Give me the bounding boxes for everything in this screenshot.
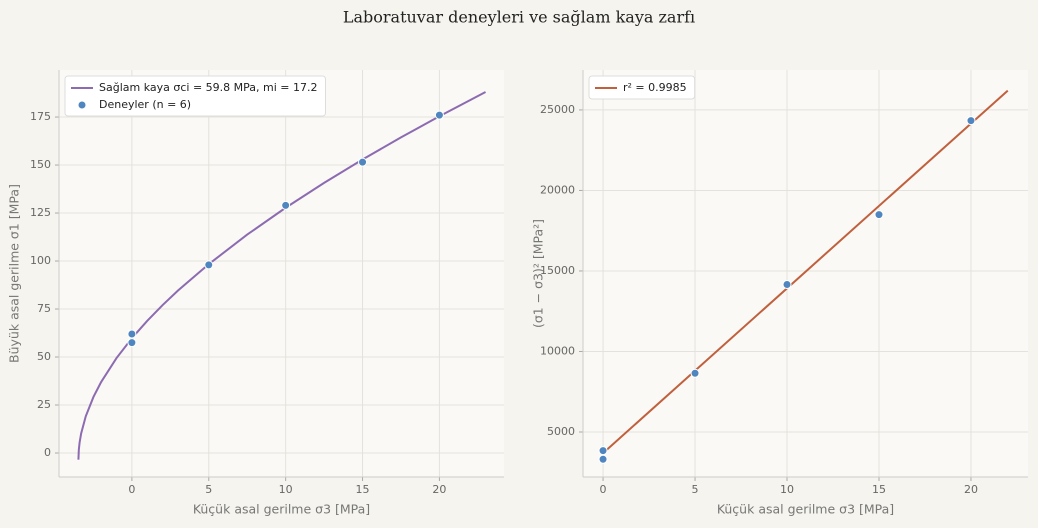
data-point — [598, 446, 608, 456]
chart-title: Laboratuvar deneyleri ve sağlam kaya zar… — [343, 8, 695, 27]
x-axis-label: Küçük asal gerilme σ3 [MPa] — [193, 502, 370, 517]
data-point — [127, 338, 137, 348]
x-tick-label: 20 — [964, 483, 978, 496]
plot-area — [59, 70, 504, 477]
y-tick-label: 20000 — [540, 183, 575, 196]
legend-box — [64, 75, 326, 117]
x-tick-label: 5 — [692, 483, 699, 496]
x-tick-label: 0 — [128, 483, 135, 496]
y-tick-label: 10000 — [540, 344, 575, 357]
curve — [77, 91, 487, 460]
y-axis-label: Büyük asal gerilme σ1 [MPa] — [7, 184, 22, 363]
data-point — [690, 368, 700, 378]
data-point — [434, 110, 444, 120]
legend-label: Sağlam kaya σci = 59.8 MPa, mi = 17.2 — [99, 81, 318, 94]
y-tick-label: 50 — [37, 350, 51, 363]
y-tick-label: 175 — [30, 110, 51, 123]
legend: Sağlam kaya σci = 59.8 MPa, mi = 17.2 Den… — [64, 75, 326, 117]
legend: r² = 0.9985 — [588, 75, 696, 100]
y-tick-label: 15000 — [540, 264, 575, 277]
legend-box — [588, 75, 696, 100]
x-tick-label: 15 — [356, 483, 370, 496]
data-point — [358, 157, 368, 167]
x-axis-label: Küçük asal gerilme σ3 [MPa] — [717, 502, 894, 517]
legend-label: r² = 0.9985 — [623, 81, 687, 94]
y-tick-label: 150 — [30, 158, 51, 171]
data-point — [782, 279, 792, 289]
y-tick-label: 25000 — [540, 103, 575, 116]
x-tick-label: 0 — [600, 483, 607, 496]
y-tick-label: 125 — [30, 206, 51, 219]
legend-label: Deneyler (n = 6) — [99, 98, 191, 111]
legend-swatch — [78, 101, 86, 109]
y-axis-label: (σ1 − σ3)² [MPa²] — [531, 219, 546, 328]
data-point — [281, 200, 291, 210]
x-tick-label: 10 — [780, 483, 794, 496]
data-point — [204, 260, 214, 270]
data-point — [598, 454, 608, 464]
data-point — [127, 329, 137, 339]
data-point — [874, 210, 884, 220]
x-tick-label: 5 — [205, 483, 212, 496]
x-tick-label: 10 — [279, 483, 293, 496]
x-tick-label: 20 — [432, 483, 446, 496]
y-tick-label: 0 — [44, 446, 51, 459]
y-tick-label: 5000 — [547, 425, 575, 438]
y-tick-label: 25 — [37, 398, 51, 411]
data-point — [966, 116, 976, 126]
y-tick-label: 75 — [37, 302, 51, 315]
y-tick-label: 100 — [30, 254, 51, 267]
curve — [602, 89, 1009, 454]
x-tick-label: 15 — [872, 483, 886, 496]
